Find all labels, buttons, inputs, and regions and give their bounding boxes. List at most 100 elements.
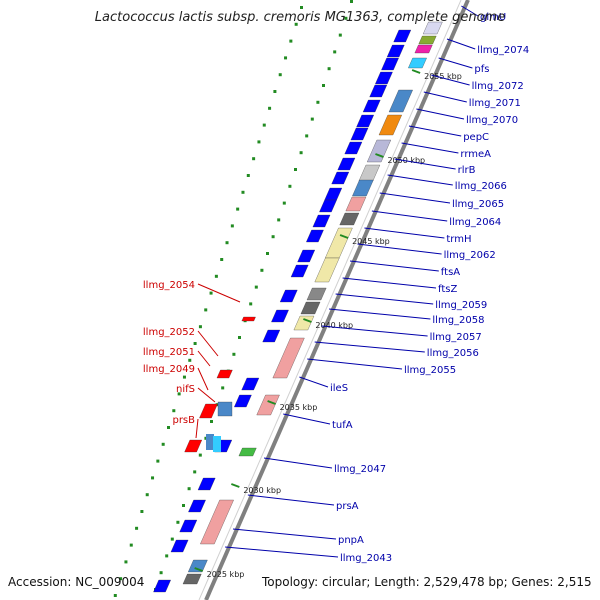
- label-leader: [349, 260, 439, 272]
- gene-label: rrmeA: [460, 149, 491, 160]
- gc-skew-dot: [266, 252, 269, 255]
- tick-mark: [267, 400, 276, 405]
- gc-skew-dot: [271, 235, 275, 239]
- gene-feature: [358, 164, 381, 182]
- gc-skew-dot: [273, 90, 277, 93]
- gene-feature: [324, 187, 343, 201]
- label-leader: [247, 494, 335, 506]
- gc-skew-dot: [209, 291, 213, 295]
- label-leader: [299, 376, 329, 388]
- gc-skew-dot: [249, 302, 253, 306]
- gc-skew-dot: [284, 56, 288, 60]
- gene-feature: [234, 394, 252, 408]
- gc-skew-dot: [268, 106, 272, 110]
- gc-skew-dot: [182, 504, 185, 507]
- label-leader: [195, 418, 199, 439]
- tick-label: 2045 kbp: [352, 237, 390, 246]
- gene-feature: [290, 264, 309, 278]
- label-leader: [197, 283, 241, 303]
- gc-skew-dot: [156, 459, 160, 463]
- gene-label: llmg_2058: [432, 315, 484, 326]
- gene-label: llmg_2066: [455, 181, 507, 192]
- gene-label: trmH: [446, 234, 471, 245]
- gene-feature: [200, 499, 234, 545]
- gene-feature: [306, 287, 327, 301]
- gene-label: llmg_2062: [444, 250, 496, 261]
- gene-feature: [306, 229, 324, 243]
- gc-skew-dot: [300, 6, 303, 9]
- gene-label: llmg_2057: [430, 332, 482, 343]
- gene-feature: [187, 559, 208, 573]
- gene-feature: [312, 214, 331, 228]
- gc-skew-dot: [289, 39, 293, 43]
- gc-skew-dot: [254, 285, 258, 289]
- label-leader: [423, 91, 467, 103]
- gene-label: llmg_2055: [404, 365, 456, 376]
- gene-feature: [378, 114, 403, 136]
- gc-skew-dot: [188, 358, 192, 362]
- gc-skew-dot: [177, 392, 181, 396]
- gene-feature: [199, 403, 218, 419]
- gene-feature: [206, 434, 214, 450]
- gc-skew-dot: [198, 453, 202, 457]
- gene-feature: [213, 436, 221, 452]
- gc-skew-dot: [187, 487, 191, 491]
- gene-label: llmg_2059: [435, 300, 487, 311]
- gene-label: ftsA: [441, 267, 460, 278]
- gc-skew-dot: [344, 16, 348, 20]
- gene-feature: [241, 316, 256, 322]
- gc-skew-dot: [260, 268, 264, 272]
- accession-label: Accession: NC_009004: [8, 575, 145, 589]
- gene-label: llmg_2049: [143, 364, 195, 375]
- gc-skew-dot: [210, 420, 213, 423]
- gc-skew-dot: [140, 510, 144, 513]
- gene-feature: [153, 579, 171, 593]
- label-leader: [321, 325, 428, 337]
- gene-feature: [256, 394, 280, 416]
- gc-skew-dot: [124, 560, 128, 564]
- tick-label: 2030 kbp: [243, 486, 281, 495]
- label-leader: [225, 546, 339, 558]
- gene-label: llmg_2074: [477, 45, 529, 56]
- label-leader: [357, 243, 442, 255]
- gene-label: rlrB: [458, 165, 476, 176]
- gc-skew-dot: [113, 594, 117, 597]
- tick-mark: [194, 567, 204, 572]
- label-leader: [335, 293, 434, 305]
- backbone-inner: [198, 0, 462, 600]
- gc-skew-dot: [288, 184, 292, 188]
- label-leader: [387, 174, 453, 186]
- gene-feature: [331, 171, 350, 185]
- gene-feature: [279, 289, 298, 303]
- gene-feature: [182, 573, 202, 585]
- gene-feature: [314, 257, 340, 283]
- gc-skew-dot: [262, 123, 266, 127]
- gene-feature: [418, 35, 437, 45]
- label-leader: [416, 108, 465, 120]
- gene-label: pepC: [463, 132, 489, 143]
- gene-feature: [293, 315, 315, 331]
- gc-skew-dot: [204, 308, 208, 312]
- gene-label: llmg_2072: [472, 81, 524, 92]
- gene-feature: [238, 447, 257, 457]
- backbone: [204, 0, 470, 600]
- gene-feature: [369, 84, 388, 98]
- gene-label: llmg_2052: [143, 327, 195, 338]
- gc-skew-dot: [176, 520, 180, 524]
- gc-skew-dot: [232, 352, 236, 356]
- gene-feature: [216, 369, 233, 379]
- gene-feature: [170, 539, 189, 553]
- gc-skew-dot: [322, 84, 325, 87]
- gc-skew-dot: [316, 100, 320, 104]
- label-leader: [446, 38, 476, 50]
- gc-skew-dot: [145, 493, 149, 497]
- gene-label: llmg_2071: [469, 98, 521, 109]
- gene-feature: [337, 157, 356, 171]
- label-leader: [364, 227, 445, 239]
- gene-label: pnpA: [338, 535, 364, 546]
- gc-skew-dot: [129, 543, 133, 547]
- gc-skew-dot: [225, 241, 229, 245]
- gene-label: llmg_2043: [340, 553, 392, 564]
- gene-label: llmg_2054: [143, 280, 195, 291]
